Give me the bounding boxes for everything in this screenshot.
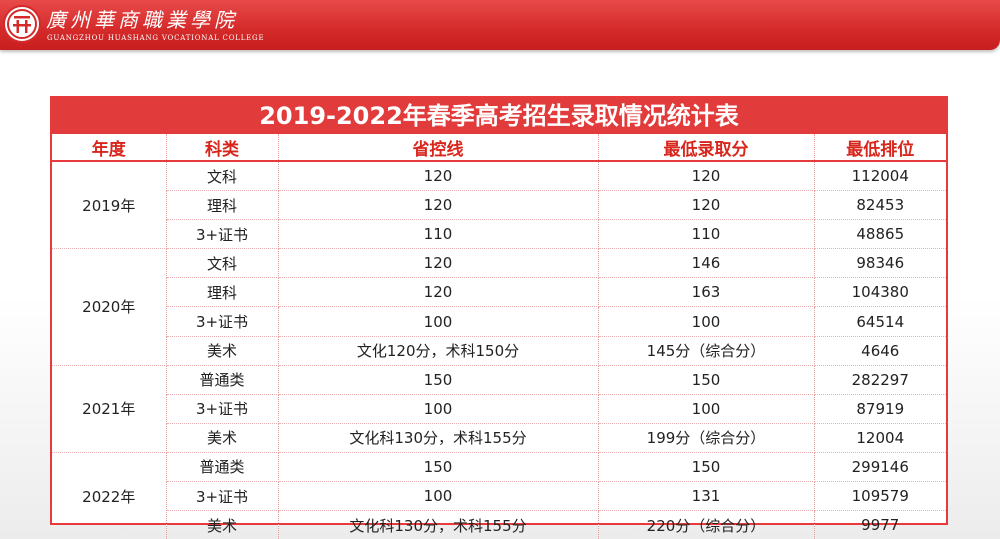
min-rank-cell: 82453	[814, 190, 946, 221]
category-cell: 美术	[166, 423, 279, 453]
min-rank-cell: 282297	[814, 365, 946, 395]
min-rank-cell: 98346	[814, 248, 946, 279]
min-rank-cell: 64514	[814, 306, 946, 337]
min-score-cell: 131	[598, 481, 815, 512]
table-row: 2021年 普通类 150 150 282297	[52, 365, 946, 453]
min-score-cell: 100	[598, 394, 815, 424]
table-row: 3+证书 100 131 109579	[52, 481, 946, 512]
category-cell: 文科	[166, 248, 279, 279]
min-score-cell: 163	[598, 277, 815, 308]
column-header-category: 科类	[166, 134, 279, 162]
min-score-cell: 199分（综合分）	[598, 423, 815, 453]
table-body: 2019年 文科 120 120 112004 理科 120 120 82453 3+证书 110 1…	[52, 161, 946, 539]
min-rank-cell: 12004	[814, 423, 946, 453]
table-row: 3+证书 100 100 64514	[52, 306, 946, 337]
min-score-cell: 145分（综合分）	[598, 336, 815, 366]
provincial-line-cell: 文化科130分，术科155分	[278, 510, 599, 539]
category-cell: 3+证书	[166, 394, 279, 424]
category-cell: 普通类	[166, 452, 279, 483]
category-cell: 3+证书	[166, 306, 279, 337]
column-header-min-rank: 最低排位	[814, 134, 946, 162]
table-row: 美术 文化120分，术科150分 145分（综合分） 4646	[52, 336, 946, 366]
min-score-cell: 100	[598, 306, 815, 337]
category-cell: 3+证书	[166, 219, 279, 250]
year-cell: 2022年	[52, 452, 167, 539]
table-row: 3+证书 110 110 48865	[52, 219, 946, 250]
year-cell: 2020年	[52, 248, 167, 366]
provincial-line-cell: 150	[278, 365, 599, 395]
category-cell: 美术	[166, 510, 279, 539]
category-cell: 文科	[166, 161, 279, 192]
min-score-cell: 110	[598, 219, 815, 250]
table-row: 2020年 文科 120 146 98346	[52, 248, 946, 366]
table-row: 2019年 文科 120 120 112004	[52, 161, 946, 250]
min-score-cell: 120	[598, 190, 815, 221]
min-score-cell: 150	[598, 365, 815, 395]
table-title: 2019-2022年春季高考招生录取情况统计表	[52, 98, 946, 134]
min-rank-cell: 87919	[814, 394, 946, 424]
min-rank-cell: 9977	[861, 516, 900, 535]
column-header-min-score: 最低录取分	[598, 134, 815, 162]
min-rank-cell: 104380	[814, 277, 946, 308]
min-rank-cell: 48865	[814, 219, 946, 250]
college-emblem-icon	[3, 5, 41, 43]
table-row: 美术 文化科130分，术科155分 199分（综合分） 12004	[52, 423, 946, 453]
category-cell: 3+证书	[166, 481, 279, 512]
category-cell: 美术	[166, 336, 279, 366]
category-cell: 理科	[166, 190, 279, 221]
min-rank-cell: 112004	[814, 161, 946, 192]
table-header-row: 年度 科类 省控线 最低录取分 最低排位	[52, 134, 946, 162]
table-row: 理科 120 163 104380	[52, 277, 946, 308]
provincial-line-cell: 120	[278, 190, 599, 221]
min-score-cell: 150	[598, 452, 815, 483]
provincial-line-cell: 120	[278, 161, 599, 192]
provincial-line-cell: 100	[278, 306, 599, 337]
min-score-cell: 220分（综合分）	[598, 510, 815, 539]
table-row: 3+证书 100 100 87919	[52, 394, 946, 424]
provincial-line-cell: 110	[278, 219, 599, 250]
category-cell: 普通类	[166, 365, 279, 395]
school-name-cn: 廣州華商職業學院	[46, 8, 238, 32]
year-cell: 2019年	[52, 161, 167, 250]
column-header-year: 年度	[52, 134, 167, 162]
provincial-line-cell: 100	[278, 481, 599, 512]
admission-table: 2019-2022年春季高考招生录取情况统计表 年度 科类 省控线 最低录取分 …	[50, 96, 948, 539]
provincial-line-cell: 120	[278, 248, 599, 279]
school-name-en: GUANGZHOU HUASHANG VOCATIONAL COLLEGE	[47, 34, 265, 42]
provincial-line-cell: 文化科130分，术科155分	[278, 423, 599, 453]
min-score-cell: 120	[598, 161, 815, 192]
provincial-line-cell: 100	[278, 394, 599, 424]
category-cell: 理科	[166, 277, 279, 308]
provincial-line-cell: 文化120分，术科150分	[278, 336, 599, 366]
table-row: 理科 120 120 82453	[52, 190, 946, 221]
header-banner: 廣州華商職業學院 GUANGZHOU HUASHANG VOCATIONAL C…	[0, 0, 1000, 50]
min-rank-cell: 299146	[814, 452, 946, 483]
min-rank-cell: 4646	[814, 336, 946, 366]
provincial-line-cell: 120	[278, 277, 599, 308]
table-row: 2022年 普通类 150 150 299146	[52, 452, 946, 539]
year-cell: 2021年	[52, 365, 167, 453]
table-row: 美术 文化科130分，术科155分 220分（综合分） 9977	[52, 510, 946, 539]
provincial-line-cell: 150	[278, 452, 599, 483]
column-header-provincial-line: 省控线	[278, 134, 599, 162]
min-rank-cell: 109579	[814, 481, 946, 512]
min-score-cell: 146	[598, 248, 815, 279]
